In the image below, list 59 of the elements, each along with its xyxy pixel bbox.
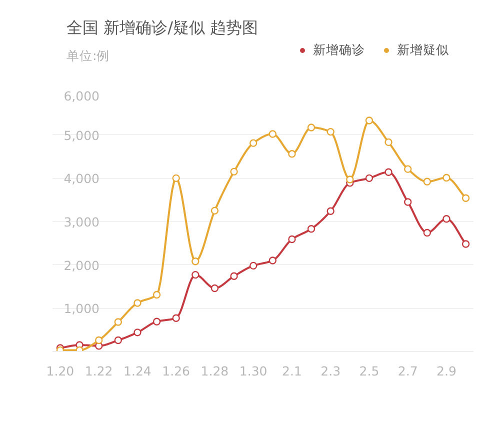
x-tick-label: 2.5 (359, 364, 380, 378)
point (462, 194, 470, 202)
x-tick-label: 1.28 (200, 364, 229, 378)
y-tick-label: 1,000 (64, 301, 100, 316)
point (326, 128, 334, 136)
point (307, 124, 316, 132)
point (288, 150, 296, 158)
x-tick-label: 1.30 (239, 364, 268, 378)
point (249, 262, 258, 270)
point (114, 336, 122, 344)
point (268, 130, 277, 138)
point (134, 328, 142, 336)
chart-title: 全国 新增确诊/疑似 趋势图 (66, 18, 258, 37)
legend-label: 新增疑似 (397, 41, 449, 58)
point (346, 176, 354, 184)
x-tick-label: 2.1 (282, 364, 302, 378)
x-tick-label: 1.24 (124, 364, 152, 378)
point (134, 299, 142, 307)
point (95, 336, 103, 344)
x-tick-label: 1.26 (162, 364, 190, 378)
point (152, 318, 161, 326)
x-tick-label: 1.20 (46, 364, 74, 378)
point (365, 116, 374, 124)
y-tick-label: 2,000 (64, 258, 100, 273)
point (210, 284, 219, 292)
point (384, 138, 392, 146)
y-tick-label: 5,000 (64, 128, 100, 143)
point (114, 318, 122, 326)
y-tick-label: 4,000 (64, 171, 100, 186)
point (442, 174, 450, 182)
y-tick-label: 3,000 (64, 214, 100, 230)
x-tick-label: 2.7 (398, 364, 418, 378)
chart-subtitle: 单位:例 (66, 48, 110, 63)
point (365, 174, 374, 182)
point (210, 206, 219, 215)
point (172, 314, 180, 322)
point (326, 207, 334, 215)
point (268, 256, 277, 264)
legend-label: 新增确诊 (313, 41, 365, 58)
x-tick-label: 1.22 (84, 364, 113, 378)
point (288, 235, 296, 244)
x-tick-label: 2.9 (436, 364, 456, 378)
point (404, 198, 412, 206)
point (152, 290, 161, 299)
point (307, 225, 316, 233)
point (230, 272, 238, 280)
point (192, 270, 200, 279)
point (384, 168, 392, 176)
point (423, 178, 431, 186)
point (172, 174, 180, 182)
point (423, 228, 431, 237)
point (404, 165, 412, 173)
y-tick-label: 6,000 (64, 88, 100, 104)
point (462, 240, 470, 248)
point (230, 168, 238, 176)
x-tick-label: 2.3 (320, 364, 341, 378)
point (442, 215, 450, 223)
point (249, 139, 258, 147)
point (192, 258, 200, 266)
